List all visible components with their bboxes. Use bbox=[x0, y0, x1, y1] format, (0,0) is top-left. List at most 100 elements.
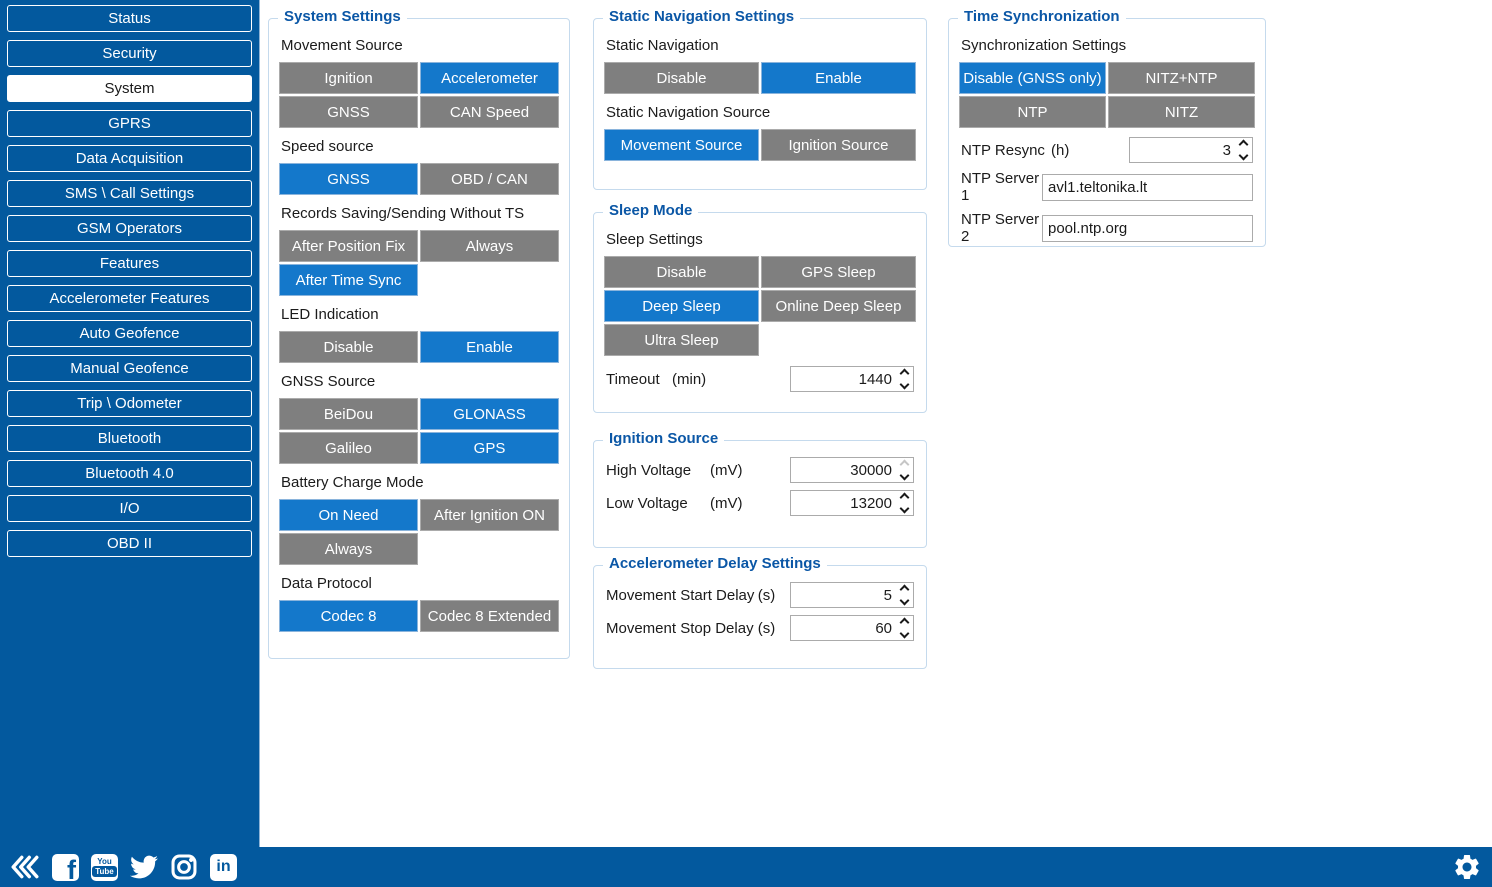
led-enable-button[interactable]: Enable bbox=[420, 331, 559, 363]
speed-source-obd-can-button[interactable]: OBD / CAN bbox=[420, 163, 559, 195]
battery-after-ignition-on-button[interactable]: After Ignition ON bbox=[420, 499, 559, 531]
records-after-position-fix-button[interactable]: After Position Fix bbox=[279, 230, 418, 262]
chevron-up-icon bbox=[899, 492, 909, 503]
records-always-button[interactable]: Always bbox=[420, 230, 559, 262]
timesync-ntp-button[interactable]: NTP bbox=[959, 96, 1106, 128]
chevron-down-icon bbox=[899, 470, 909, 481]
ntp-resync-value-input[interactable] bbox=[1130, 138, 1234, 162]
spin-up-button[interactable] bbox=[899, 616, 909, 628]
youtube-icon[interactable]: You Tube bbox=[91, 853, 118, 881]
ntp-server-1-input[interactable] bbox=[1042, 173, 1253, 201]
panel-system-settings: System Settings Movement Source Ignition… bbox=[268, 8, 570, 659]
sleep-gps-sleep-button[interactable]: GPS Sleep bbox=[761, 256, 916, 288]
panel-sleep-mode: Sleep Mode Sleep Settings Disable GPS Sl… bbox=[593, 202, 927, 413]
spin-down-button[interactable] bbox=[1238, 150, 1248, 162]
sidebar-item-sms-call-settings[interactable]: SMS \ Call Settings bbox=[7, 180, 252, 207]
gnss-source-glonass-button[interactable]: GLONASS bbox=[420, 398, 559, 430]
timesync-nitz-button[interactable]: NITZ bbox=[1108, 96, 1255, 128]
battery-on-need-button[interactable]: On Need bbox=[279, 499, 418, 531]
collapse-sidebar-icon[interactable] bbox=[10, 854, 40, 880]
sidebar-item-obd-ii[interactable]: OBD II bbox=[7, 530, 252, 557]
sidebar-item-manual-geofence[interactable]: Manual Geofence bbox=[7, 355, 252, 382]
sidebar-item-gprs[interactable]: GPRS bbox=[7, 110, 252, 137]
ntp-server-2-input[interactable] bbox=[1042, 214, 1253, 242]
static-navigation-source-label: Static Navigation Source bbox=[606, 104, 771, 121]
sidebar-item-io[interactable]: I/O bbox=[7, 495, 252, 522]
movement-source-can-speed-button[interactable]: CAN Speed bbox=[420, 96, 559, 128]
spin-down-button[interactable] bbox=[899, 503, 909, 515]
static-nav-enable-button[interactable]: Enable bbox=[761, 62, 916, 94]
spin-down-button[interactable] bbox=[899, 595, 909, 607]
sleep-ultra-sleep-button[interactable]: Ultra Sleep bbox=[604, 324, 759, 356]
timesync-disable-gnss-only-button[interactable]: Disable (GNSS only) bbox=[959, 62, 1106, 94]
sidebar-item-trip-odometer[interactable]: Trip \ Odometer bbox=[7, 390, 252, 417]
sleep-deep-sleep-button[interactable]: Deep Sleep bbox=[604, 290, 759, 322]
twitter-icon[interactable] bbox=[130, 853, 158, 881]
spin-up-button[interactable] bbox=[1238, 138, 1248, 150]
panel-title: Time Synchronization bbox=[958, 8, 1126, 25]
gnss-source-beidou-button[interactable]: BeiDou bbox=[279, 398, 418, 430]
low-voltage-spinner bbox=[790, 490, 914, 516]
sidebar-item-gsm-operators[interactable]: GSM Operators bbox=[7, 215, 252, 242]
movement-source-accelerometer-button[interactable]: Accelerometer bbox=[420, 62, 559, 94]
footer-bar: f You Tube in bbox=[0, 847, 1492, 887]
high-voltage-spinner bbox=[790, 457, 914, 483]
sidebar-item-status[interactable]: Status bbox=[7, 5, 252, 32]
movement-source-ignition-button[interactable]: Ignition bbox=[279, 62, 418, 94]
ntp-server-2-label: NTP Server 2 bbox=[961, 211, 1040, 245]
timesync-nitz-ntp-button[interactable]: NITZ+NTP bbox=[1108, 62, 1255, 94]
movement-start-delay-unit: (s) bbox=[757, 586, 776, 604]
sidebar-item-data-acquisition[interactable]: Data Acquisition bbox=[7, 145, 252, 172]
battery-charge-mode-label: Battery Charge Mode bbox=[281, 474, 424, 491]
high-voltage-value-input[interactable] bbox=[791, 458, 895, 482]
sidebar-item-bluetooth[interactable]: Bluetooth bbox=[7, 425, 252, 452]
spin-down-button[interactable] bbox=[899, 379, 909, 391]
data-protocol-codec8-extended-button[interactable]: Codec 8 Extended bbox=[420, 600, 559, 632]
sidebar-item-bluetooth-4-0[interactable]: Bluetooth 4.0 bbox=[7, 460, 252, 487]
chevron-up-icon bbox=[899, 459, 909, 470]
chevron-down-icon bbox=[899, 628, 909, 639]
low-voltage-unit: (mV) bbox=[710, 494, 743, 512]
sidebar-item-auto-geofence[interactable]: Auto Geofence bbox=[7, 320, 252, 347]
static-nav-disable-button[interactable]: Disable bbox=[604, 62, 759, 94]
sleep-online-deep-sleep-button[interactable]: Online Deep Sleep bbox=[761, 290, 916, 322]
linkedin-icon[interactable]: in bbox=[210, 853, 237, 881]
spin-up-button[interactable] bbox=[899, 583, 909, 595]
spin-down-button[interactable] bbox=[899, 470, 909, 482]
chevron-up-icon bbox=[899, 368, 909, 379]
low-voltage-label: Low Voltage bbox=[606, 494, 688, 512]
timeout-value-input[interactable] bbox=[791, 367, 895, 391]
ntp-resync-unit: (h) bbox=[1051, 141, 1070, 159]
settings-gear-icon[interactable] bbox=[1452, 852, 1482, 882]
battery-always-button[interactable]: Always bbox=[279, 533, 418, 565]
ntp-resync-label: NTP Resync bbox=[961, 141, 1045, 159]
movement-source-gnss-button[interactable]: GNSS bbox=[279, 96, 418, 128]
speed-source-gnss-button[interactable]: GNSS bbox=[279, 163, 418, 195]
movement-start-delay-input[interactable] bbox=[791, 583, 895, 607]
static-nav-ignition-source-button[interactable]: Ignition Source bbox=[761, 129, 916, 161]
gnss-source-galileo-button[interactable]: Galileo bbox=[279, 432, 418, 464]
movement-stop-delay-input[interactable] bbox=[791, 616, 895, 640]
movement-start-delay-spinner bbox=[790, 582, 914, 608]
movement-start-delay-label: Movement Start Delay bbox=[606, 586, 755, 604]
chevron-down-icon bbox=[899, 595, 909, 606]
records-after-time-sync-button[interactable]: After Time Sync bbox=[279, 264, 418, 296]
speed-source-label: Speed source bbox=[281, 138, 374, 155]
sidebar-item-accelerometer-features[interactable]: Accelerometer Features bbox=[7, 285, 252, 312]
instagram-icon[interactable] bbox=[170, 853, 198, 881]
sidebar-item-features[interactable]: Features bbox=[7, 250, 252, 277]
static-nav-movement-source-button[interactable]: Movement Source bbox=[604, 129, 759, 161]
spin-up-button[interactable] bbox=[899, 367, 909, 379]
high-voltage-unit: (mV) bbox=[710, 461, 743, 479]
data-protocol-codec8-button[interactable]: Codec 8 bbox=[279, 600, 418, 632]
sleep-disable-button[interactable]: Disable bbox=[604, 256, 759, 288]
facebook-icon[interactable]: f bbox=[52, 853, 79, 881]
gnss-source-gps-button[interactable]: GPS bbox=[420, 432, 559, 464]
spin-up-button[interactable] bbox=[899, 458, 909, 470]
spin-up-button[interactable] bbox=[899, 491, 909, 503]
low-voltage-value-input[interactable] bbox=[791, 491, 895, 515]
sidebar-item-security[interactable]: Security bbox=[7, 40, 252, 67]
sidebar-item-system[interactable]: System bbox=[7, 75, 252, 102]
led-disable-button[interactable]: Disable bbox=[279, 331, 418, 363]
spin-down-button[interactable] bbox=[899, 628, 909, 640]
